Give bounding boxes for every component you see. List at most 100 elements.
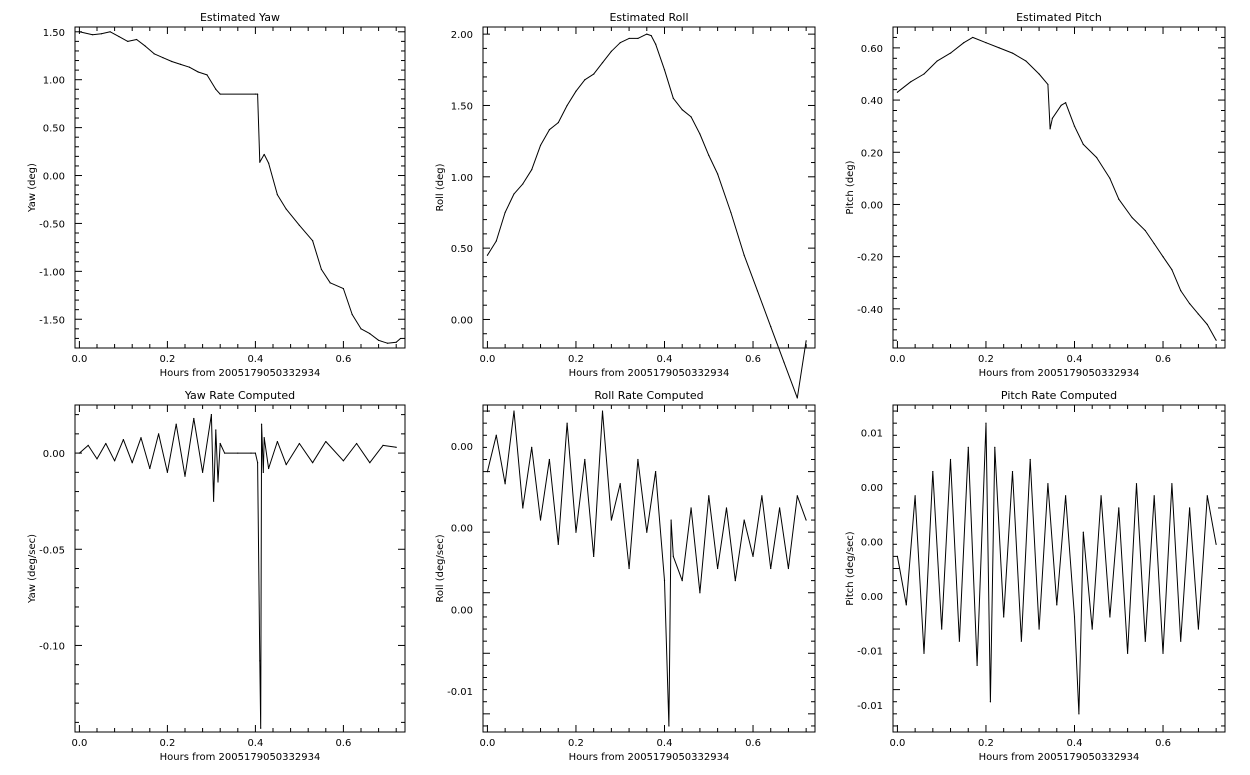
chart-2-data-point [1096,156,1098,159]
chart-1-data-point [637,37,639,40]
chart-1-data-point [619,42,621,44]
chart-3-data-point [262,471,264,473]
chart-0-data-point [360,328,362,330]
chart-3-data-point [219,442,221,445]
chart-5-data-point [1082,531,1084,533]
chart-2-y-tick-label: 0.20 [861,148,883,159]
chart-1-data-point [593,73,595,75]
chart-2-data-point [1060,104,1062,106]
chart-1-data-point [539,144,542,147]
chart-2-data-point [1025,60,1027,62]
chart-5-title: Pitch Rate Computed [1001,389,1117,402]
chart-1-data-point [628,37,630,40]
chart-4-data-point [628,567,630,570]
chart-5-data-point [989,701,991,703]
chart-1-data-point [566,104,568,107]
chart-2-data-point [1051,117,1053,119]
chart-3-data-point [285,464,287,466]
chart-1-data-point [730,211,732,214]
chart-5-data-point [1162,652,1164,654]
chart-4-x-axis-label: Hours from 2005179050332934 [569,752,730,763]
chart-5-data-point [932,471,934,473]
chart-4-data-point [513,410,515,412]
chart-5-data-point [1180,640,1182,642]
chart-2-data-point [949,52,952,54]
chart-3-data-point [237,452,239,454]
chart-2-x-tick-label: 0.6 [1155,354,1171,365]
chart-5-data-point [1135,483,1138,485]
chart-5-data-point [1197,628,1200,630]
chart-0-x-axis-label: Hours from 2005179050332934 [160,368,321,379]
chart-0-y-tick-label: 0.50 [43,124,65,135]
chart-0-data-point [259,161,261,163]
chart-3-data-point [325,440,327,443]
chart-0-y-tick-label: -1.00 [39,267,65,278]
chart-1-data-point [796,397,798,399]
chart-0-data-point [298,224,300,226]
chart-4-data-point [646,531,648,533]
chart-1-data-point [495,240,497,242]
chart-3-x-tick-label: 0.6 [335,738,351,749]
chart-4-data-point [699,592,701,594]
chart-2-data-point [1171,269,1173,271]
chart-4-data-point [805,519,807,521]
chart-2-y-axis-label: Pitch (deg) [845,160,856,214]
chart-1-data-point [522,183,524,185]
chart-1-x-axis-label: Hours from 2005179050332934 [569,368,730,379]
chart-2-data-point [1073,125,1076,127]
chart-4-data-point [663,580,666,582]
estimated-roll-chart: Estimated Roll Hours from 200517905033293… [435,11,816,399]
chart-3-data-point [260,727,262,729]
chart-3-data-point [96,458,98,460]
chart-3-y-axis-label: Yaw (deg/sec) [27,534,38,604]
chart-1-data-point [610,50,612,52]
chart-2-data-point [1049,128,1051,130]
chart-0-data-point [136,38,138,41]
chart-5-x-tick-label: 0.4 [1067,738,1083,749]
chart-1-series-line [486,33,807,399]
chart-2-y-tick-label: 0.60 [861,44,883,55]
chart-3-data-point [259,660,261,662]
chart-4-data-point [610,519,612,521]
chart-0-series-line [79,31,401,344]
chart-1-data-point [601,62,604,64]
chart-3-y-tick-label: -0.10 [39,641,65,652]
chart-2-data-point [923,73,925,75]
chart-3-data-point [158,433,160,435]
chart-0-data-point [276,194,278,196]
chart-5-data-point [1127,652,1129,654]
chart-2-data-point [1118,198,1120,200]
chart-0-data-point [285,208,287,210]
chart-0-data-point [180,63,182,65]
chart-2-data-point [985,42,987,44]
chart-4-data-point [708,495,710,497]
chart-4-data-point [761,495,763,497]
chart-2-x-tick-label: 0.2 [978,354,994,365]
chart-5-data-point [1100,495,1102,497]
chart-0-y-tick-label: -1.50 [39,315,65,326]
chart-3-x-tick-label: 0.2 [159,738,175,749]
pitch-rate-chart: Pitch Rate Computed Hours from 2005179050… [845,389,1226,763]
chart-3-data-point [184,475,186,477]
chart-3-data-point [87,444,89,446]
chart-5-y-axis-label: Pitch (deg/sec) [845,531,856,606]
chart-2-x-tick-label: 0.4 [1067,354,1083,365]
chart-5-data-point [1047,483,1049,485]
chart-5-x-tick-label: 0.2 [978,738,994,749]
chart-5-data-point [958,640,960,642]
chart-1-y-tick-label: 1.50 [451,101,473,112]
chart-5-data-point [1091,628,1093,630]
chart-1-data-point [557,121,559,124]
chart-0-data-point [162,57,164,59]
chart-4-data-point [548,458,550,461]
chart-0-data-point [395,341,397,343]
chart-1-data-point [504,211,506,214]
chart-3-data-point [193,417,195,420]
chart-0-data-point [263,153,265,156]
chart-4-data-point [681,580,683,582]
chart-0-data-point [206,74,208,76]
roll-panel: Estimated Roll Hours from 200517905033293… [415,0,830,399]
yaw-panel: Estimated Yaw Hours from 2005179050332934… [0,0,415,388]
chart-3-y-tick-label: -0.05 [39,545,65,556]
chart-3-data-point [382,444,384,446]
